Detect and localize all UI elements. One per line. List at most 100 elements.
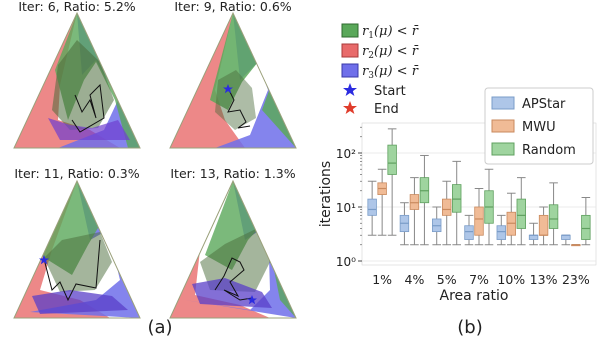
legend-label-mwu: MWU <box>522 120 556 135</box>
y-tick-label: 10¹ <box>336 201 356 215</box>
simplex-border <box>169 11 297 149</box>
box-mwu-4 <box>506 192 516 246</box>
legend-label-start: Start <box>374 84 406 99</box>
box-body <box>538 214 549 236</box>
legend-label-r1: r1(μ) < r̄ <box>362 24 419 41</box>
panel-b-label: (b) <box>457 317 482 338</box>
region-r3-lower <box>32 290 128 314</box>
trajectory <box>43 239 101 302</box>
x-tick-label: 13% <box>530 272 558 287</box>
box-random-6 <box>581 196 591 246</box>
region-r1 <box>210 13 296 148</box>
box-body <box>474 206 484 236</box>
legend-label-apstar: APStar <box>522 97 566 112</box>
regions-legend: r1(μ) < r̄ r2(μ) < r̄ r3(μ) < r̄ Start E… <box>341 23 419 117</box>
x-tick-label: 10% <box>497 272 525 287</box>
panel-a: Iter: 6, Ratio: 5.2% Iter: 9, Ratio: 0.6… <box>13 0 297 338</box>
region-r1 <box>40 181 140 318</box>
y-axis: 10⁰ 10¹ 10² <box>336 126 362 269</box>
y-tick-label: 10² <box>336 147 356 161</box>
box-body <box>452 184 462 213</box>
region-r2 <box>14 13 120 148</box>
region-overlap <box>215 70 256 130</box>
legend-swatch-mwu <box>491 119 515 133</box>
box-random-0 <box>387 128 397 236</box>
start-marker <box>39 255 49 265</box>
subplot-title: Iter: 11, Ratio: 0.3% <box>14 166 139 181</box>
legend-end-star-icon <box>343 101 357 114</box>
simplex-plot-iter-11: Iter: 11, Ratio: 0.3% <box>13 166 141 319</box>
simplex-plot-iter-13: Iter: 13, Ratio: 1.3% <box>169 166 297 319</box>
box-body <box>548 204 559 229</box>
x-tick-label: 23% <box>562 272 590 287</box>
subplot-title: Iter: 9, Ratio: 0.6% <box>174 0 291 14</box>
simplex-border <box>13 11 141 149</box>
legend-swatch-random <box>491 142 515 156</box>
region-r2 <box>14 181 110 318</box>
boxes <box>367 128 591 247</box>
y-axis-label: iterations <box>318 161 334 227</box>
x-axis-label: Area ratio <box>440 288 509 304</box>
legend-label-r2: r2(μ) < r̄ <box>362 44 419 61</box>
trajectory <box>214 257 253 301</box>
start-marker <box>223 84 233 94</box>
legend-swatch-r3 <box>341 63 359 78</box>
legend-swatch-apstar <box>491 96 515 110</box>
box-apstar-5 <box>528 222 539 246</box>
simplex-plot-iter-6: Iter: 6, Ratio: 5.2% <box>13 0 141 149</box>
box-random-4 <box>516 177 526 246</box>
simplex-border <box>169 179 297 319</box>
box-apstar-3 <box>464 214 474 246</box>
box-body <box>367 198 377 216</box>
box-apstar-4 <box>496 214 506 246</box>
box-mwu-2 <box>442 180 452 246</box>
box-random-3 <box>484 168 494 246</box>
trajectory <box>227 87 251 129</box>
box-mwu-0 <box>377 168 387 236</box>
y-tick-label: 10⁰ <box>336 255 356 269</box>
box-apstar-2 <box>432 206 442 246</box>
boxplot-chart: 10⁰ 10¹ 10² 1% 4% 5% 7% 10% 13% 23% iterations A… <box>318 87 597 338</box>
box-mwu-1 <box>409 177 420 246</box>
box-random-1 <box>419 154 430 246</box>
legend-label-random: Random <box>522 143 576 158</box>
legend-swatch-r1 <box>341 23 359 38</box>
x-tick-label: 7% <box>469 272 489 287</box>
region-overlap <box>44 232 112 292</box>
x-axis: 1% 4% 5% 7% 10% 13% 23% <box>372 272 590 287</box>
subplot-title: Iter: 13, Ratio: 1.3% <box>170 166 295 181</box>
box-body <box>528 234 539 240</box>
box-body <box>409 194 420 210</box>
x-tick-label: 5% <box>437 272 457 287</box>
box-mwu-3 <box>474 188 484 246</box>
box-random-5 <box>548 182 559 246</box>
box-mwu-6 <box>571 244 581 247</box>
region-overlap <box>52 40 114 130</box>
box-mwu-5 <box>538 206 549 246</box>
region-r3-lower <box>48 118 130 140</box>
box-apstar-0 <box>367 180 377 236</box>
box-body <box>516 198 526 229</box>
methods-legend: APStar MWU Random <box>484 87 594 165</box>
legend-label-r3: r3(μ) < r̄ <box>362 64 419 81</box>
x-tick-label: 4% <box>405 272 425 287</box>
box-body <box>442 198 452 216</box>
legend-swatch-r2 <box>341 43 359 58</box>
subplot-title: Iter: 6, Ratio: 5.2% <box>18 0 135 14</box>
x-tick-label: 1% <box>372 272 392 287</box>
simplex-border <box>13 179 141 319</box>
box-body <box>464 225 474 240</box>
legend-start-star-icon <box>343 83 357 96</box>
box-body <box>387 144 397 175</box>
end-marker <box>247 295 257 305</box>
box-apstar-1 <box>399 202 410 246</box>
box-body <box>561 234 571 240</box>
box-body <box>496 225 506 240</box>
trajectory <box>71 83 105 133</box>
region-r2 <box>170 13 245 148</box>
box-random-2 <box>452 160 462 246</box>
simplex-plot-iter-9: Iter: 9, Ratio: 0.6% <box>169 0 297 149</box>
panel-a-label: (a) <box>147 317 172 338</box>
legend-label-end: End <box>374 102 399 117</box>
